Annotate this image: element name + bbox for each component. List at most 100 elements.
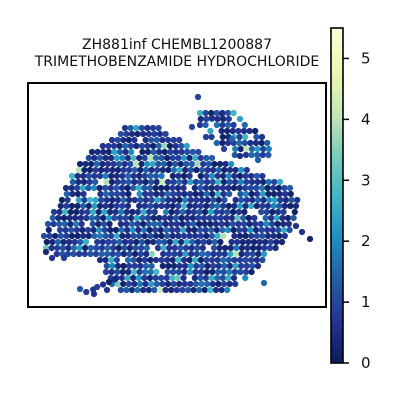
hexbin-cell bbox=[179, 149, 185, 155]
hexbin-cell bbox=[136, 275, 142, 281]
hexbin-cell bbox=[202, 221, 208, 227]
hexbin-cell bbox=[137, 281, 143, 287]
hexbin-cell bbox=[129, 287, 135, 293]
hexbin-cell bbox=[79, 209, 85, 215]
hexbin-cell bbox=[121, 197, 127, 203]
hexbin-cell bbox=[136, 203, 142, 209]
hexbin-cell bbox=[219, 128, 225, 134]
hexbin-cell bbox=[80, 233, 86, 239]
hexbin-cell bbox=[108, 203, 114, 209]
hexbin-cell bbox=[143, 281, 149, 287]
hexbin-cell bbox=[227, 251, 233, 257]
hexbin-cell bbox=[261, 197, 267, 203]
hexbin-cell bbox=[119, 233, 125, 239]
hexbin-cell bbox=[97, 257, 103, 263]
hexbin-cell bbox=[214, 122, 220, 128]
hexbin-cell bbox=[178, 161, 184, 167]
hexbin-cell bbox=[104, 251, 110, 257]
hexbin-cell bbox=[171, 251, 177, 257]
hexbin-cell bbox=[293, 203, 299, 209]
hexbin-cell bbox=[199, 263, 205, 269]
hexbin-cell bbox=[210, 197, 216, 203]
hexbin-cell bbox=[230, 209, 236, 215]
hexbin-cell bbox=[165, 191, 171, 197]
hexbin-cell bbox=[170, 173, 176, 179]
hexbin-cell bbox=[162, 149, 168, 155]
hexbin-cell bbox=[210, 263, 216, 269]
hexbin-cell bbox=[195, 149, 201, 155]
hexbin-cell bbox=[49, 239, 55, 245]
hexbin-cell bbox=[176, 281, 182, 287]
hexbin-cell bbox=[249, 152, 255, 158]
hexbin-cell bbox=[151, 149, 157, 155]
hexbin-cell bbox=[49, 255, 55, 261]
hexbin-cell bbox=[51, 209, 57, 215]
hexbin-cell bbox=[192, 233, 198, 239]
hexbin-cell bbox=[198, 191, 204, 197]
hexbin-cell bbox=[228, 161, 234, 167]
hexbin-cell bbox=[219, 287, 225, 293]
hexbin-cell bbox=[244, 167, 250, 173]
chart-title-line-2: TRIMETHOBENZAMIDE HYDROCHLORIDE bbox=[34, 54, 320, 70]
hexbin-cell bbox=[76, 167, 82, 173]
hexbin-cell bbox=[259, 203, 265, 209]
hexbin-cell bbox=[148, 191, 154, 197]
hexbin-cell bbox=[237, 185, 243, 191]
hexbin-cell bbox=[163, 209, 169, 215]
hexbin-cell bbox=[92, 179, 98, 185]
hexbin-cell bbox=[233, 167, 239, 173]
hexbin-cell bbox=[245, 245, 251, 251]
hexbin-cell bbox=[254, 233, 260, 239]
hexbin-cell bbox=[247, 227, 253, 233]
hexbin-cell bbox=[207, 287, 213, 293]
hexbin-cell bbox=[137, 167, 143, 173]
hexbin-cell bbox=[267, 245, 273, 251]
hexbin-cell bbox=[103, 203, 109, 209]
hexbin-cell bbox=[198, 173, 204, 179]
hexbin-cell bbox=[291, 215, 297, 221]
hexbin-cell bbox=[104, 197, 110, 203]
hexbin-cell bbox=[147, 257, 153, 263]
hexbin-cell bbox=[63, 185, 69, 191]
hexbin-cell bbox=[103, 179, 109, 185]
hexbin-cell bbox=[173, 239, 179, 245]
hexbin-cell bbox=[119, 173, 125, 179]
hexbin-cell bbox=[164, 257, 170, 263]
hexbin-cell bbox=[169, 275, 175, 281]
hexbin-cell bbox=[245, 239, 251, 245]
hexbin-cell bbox=[243, 269, 249, 275]
hexbin-cell bbox=[281, 185, 287, 191]
hexbin-cell bbox=[91, 233, 97, 239]
hexbin-cell bbox=[126, 197, 132, 203]
hexbin-cell bbox=[188, 167, 194, 173]
hexbin-cell bbox=[135, 221, 141, 227]
hexbin-cell bbox=[237, 257, 243, 263]
hexbin-cell bbox=[261, 251, 267, 257]
hexbin-cell bbox=[115, 197, 121, 203]
hexbin-cell bbox=[243, 146, 249, 152]
hexbin-cell bbox=[165, 167, 171, 173]
hexbin-cell bbox=[227, 167, 233, 173]
hexbin-cell bbox=[236, 140, 242, 146]
hexbin-cell bbox=[77, 245, 83, 251]
hexbin-cell bbox=[125, 257, 131, 263]
hexbin-cell bbox=[87, 167, 93, 173]
hexbin-cell bbox=[131, 155, 137, 161]
hexbin-cell bbox=[143, 197, 149, 203]
hexbin-cell bbox=[123, 149, 129, 155]
hexbin-cell bbox=[197, 185, 203, 191]
hexbin-cell bbox=[148, 269, 154, 275]
hexbin-cell bbox=[205, 167, 211, 173]
hexbin-cell bbox=[130, 227, 136, 233]
hexbin-cell bbox=[61, 239, 67, 245]
hexbin-cell bbox=[153, 257, 159, 263]
hexbin-cell bbox=[226, 191, 232, 197]
hexbin-cell bbox=[154, 281, 160, 287]
hexbin-cell bbox=[200, 245, 206, 251]
hexbin-cell bbox=[93, 251, 99, 257]
hexbin-cell bbox=[197, 227, 203, 233]
hexbin-cell bbox=[79, 227, 85, 233]
hexbin-cell bbox=[276, 233, 282, 239]
hexbin-cell bbox=[225, 185, 231, 191]
